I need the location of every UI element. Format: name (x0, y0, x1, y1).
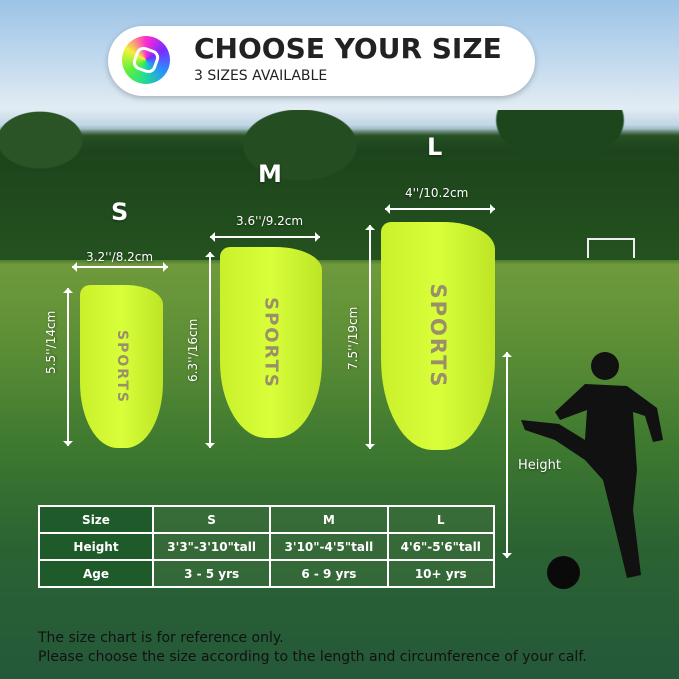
size-label-s: S (111, 198, 129, 226)
width-l: 4''/10.2cm (405, 186, 469, 200)
width-m: 3.6''/9.2cm (236, 214, 304, 228)
footer-note: Please choose the size according to the … (38, 649, 587, 665)
shin-guard-l: SPORTS (381, 222, 495, 450)
width-arrow (72, 262, 168, 272)
table-row: Height 3'3"-3'10"tall 3'10"-4'5"tall 4'6"-5… (38, 532, 495, 561)
player-silhouette (521, 352, 663, 578)
player-height-label: Height (518, 458, 561, 473)
size-chart-table: Size S M L Height 3'3"-3'10"tall 3'10"-4'5"ta… (38, 505, 495, 588)
width-s: 3.2''/8.2cm (86, 250, 154, 264)
height-s: 5.5''/14cm (44, 310, 58, 374)
subtitle: 3 SIZES AVAILABLE (194, 68, 328, 84)
footer-note: The size chart is for reference only. (38, 630, 284, 646)
table-row: Size S M L (38, 505, 495, 534)
size-label-l: L (427, 133, 443, 161)
size-label-m: M (258, 160, 282, 188)
shin-guard-s: SPORTS (80, 285, 163, 448)
shin-guard-m: SPORTS (220, 247, 322, 438)
height-m: 6.3''/16cm (186, 318, 200, 382)
soccer-ball-icon (122, 36, 170, 84)
height-arrow (63, 288, 73, 446)
player-height-arrow (502, 352, 512, 558)
height-l: 7.5''/19cm (346, 306, 360, 370)
width-arrow (210, 232, 320, 242)
soccer-ball (547, 556, 580, 589)
height-arrow (205, 252, 215, 448)
width-arrow (385, 204, 495, 214)
page-title: CHOOSE YOUR SIZE (194, 32, 502, 65)
tree-line (0, 110, 679, 260)
title-banner: CHOOSE YOUR SIZE 3 SIZES AVAILABLE (108, 26, 535, 96)
height-arrow (365, 225, 375, 449)
goal-post (587, 238, 635, 258)
table-row: Age 3 - 5 yrs 6 - 9 yrs 10+ yrs (38, 559, 495, 588)
